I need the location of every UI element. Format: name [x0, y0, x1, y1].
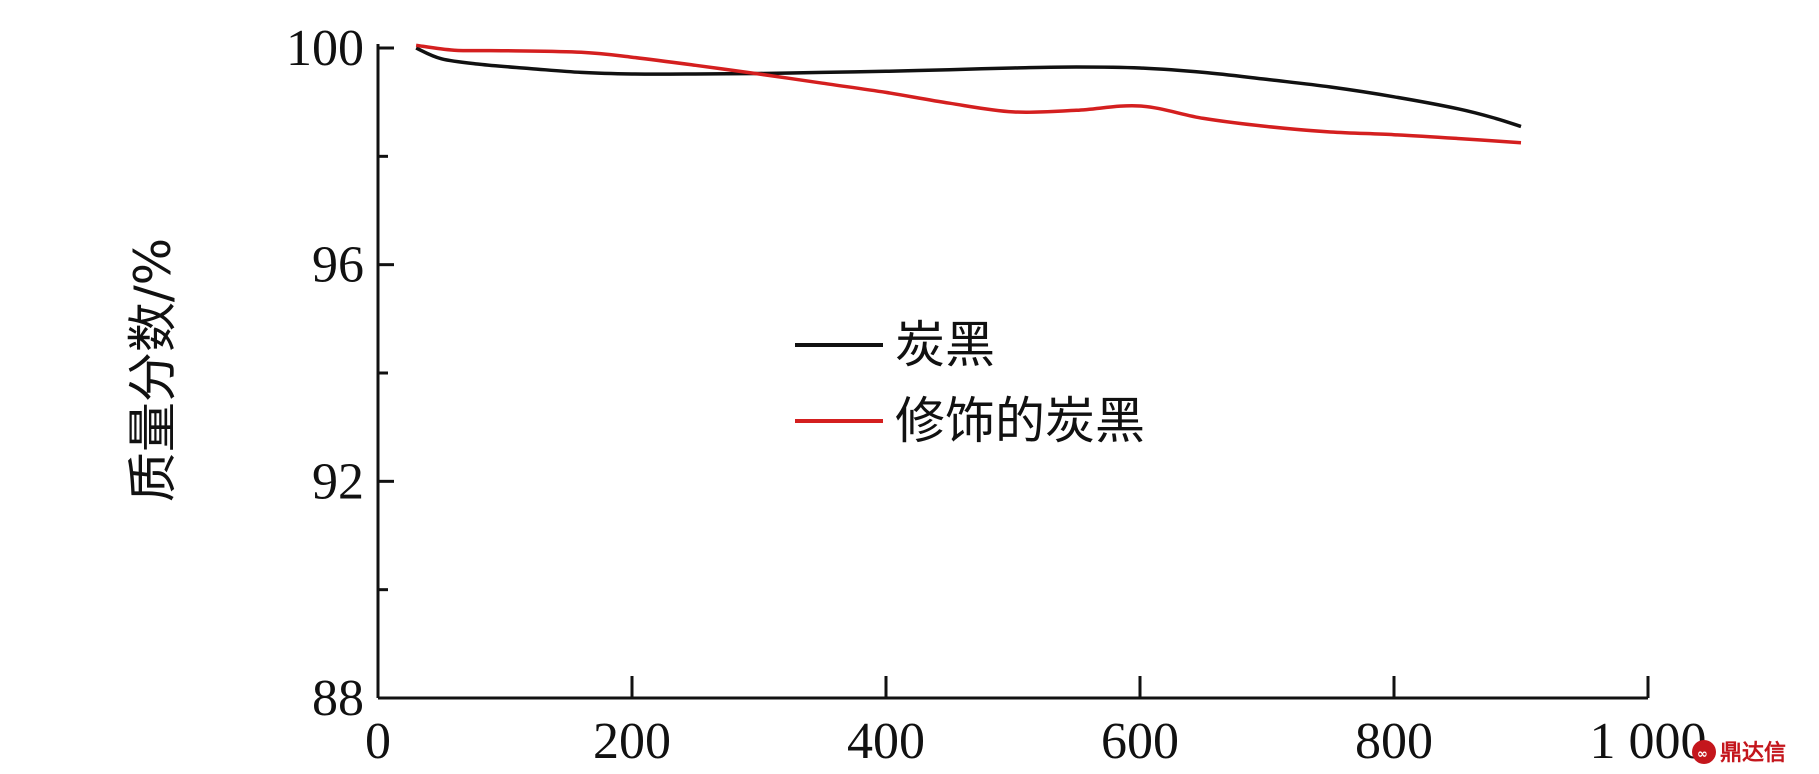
x-tick-label: 1 000	[1590, 713, 1707, 770]
y-tick-label: 100	[286, 20, 364, 77]
y-axis-title: 质量分数/%	[124, 238, 182, 502]
y-tick-label: 88	[312, 670, 364, 727]
x-tick-label: 200	[593, 713, 671, 770]
svg-text:∞: ∞	[1697, 747, 1708, 762]
x-tick-label: 600	[1101, 713, 1179, 770]
x-tick-label: 0	[365, 713, 391, 770]
axes	[376, 44, 1648, 700]
x-tick-label: 800	[1355, 713, 1433, 770]
series-line-2	[415, 43, 1522, 145]
watermark-icon	[1692, 740, 1716, 764]
legend-label-1: 炭黑	[895, 316, 995, 374]
x-tick-label: 400	[847, 713, 925, 770]
plot-area	[415, 43, 1522, 145]
legend-label-2: 修饰的炭黑	[895, 392, 1145, 450]
watermark-text: 鼎达信	[1720, 740, 1786, 766]
y-tick-label: 92	[312, 453, 364, 510]
y-tick-label: 96	[312, 237, 364, 294]
series-line-1	[415, 46, 1522, 129]
watermark-logo: ∞ 鼎达信	[1692, 740, 1786, 766]
